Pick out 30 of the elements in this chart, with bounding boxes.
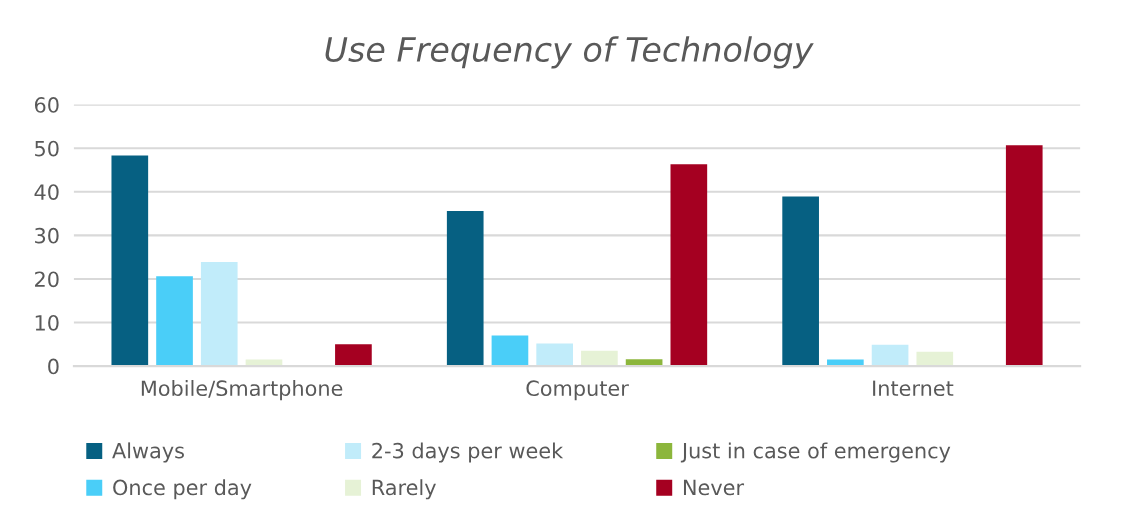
x-tick-label: Internet xyxy=(873,380,954,397)
legend-label: Always xyxy=(112,442,184,463)
bar xyxy=(1005,145,1043,367)
bar xyxy=(782,196,819,367)
legend-label: Never xyxy=(683,479,745,496)
y-tick-label: 20 xyxy=(35,271,59,288)
bar xyxy=(200,261,238,367)
y-tick-label: 40 xyxy=(34,184,59,200)
y-tick-label: 0 xyxy=(48,358,59,375)
x-tick-label: Mobile/Smartphone xyxy=(141,379,343,401)
bar xyxy=(871,344,909,367)
bar xyxy=(111,155,149,367)
bar xyxy=(335,344,372,367)
bar xyxy=(491,335,529,367)
y-tick-label: 50 xyxy=(35,140,59,157)
legend-label: Just in case of emergency xyxy=(680,442,951,463)
bar xyxy=(156,276,193,367)
y-tick-label: 60 xyxy=(34,97,59,113)
legend-label: Once per day xyxy=(113,479,252,500)
legend-label: 2-3 days per week xyxy=(372,442,564,463)
bar xyxy=(446,210,484,367)
x-tick-label: Computer xyxy=(526,380,629,401)
bar xyxy=(581,350,618,367)
bar xyxy=(536,343,573,367)
bar xyxy=(916,351,954,367)
y-tick-label: 10 xyxy=(35,314,59,331)
y-tick-label: 30 xyxy=(35,227,59,244)
legend-label: Rarely xyxy=(372,479,436,500)
chart-title: Use Frequency of Technology xyxy=(325,36,814,69)
bar xyxy=(670,164,708,367)
